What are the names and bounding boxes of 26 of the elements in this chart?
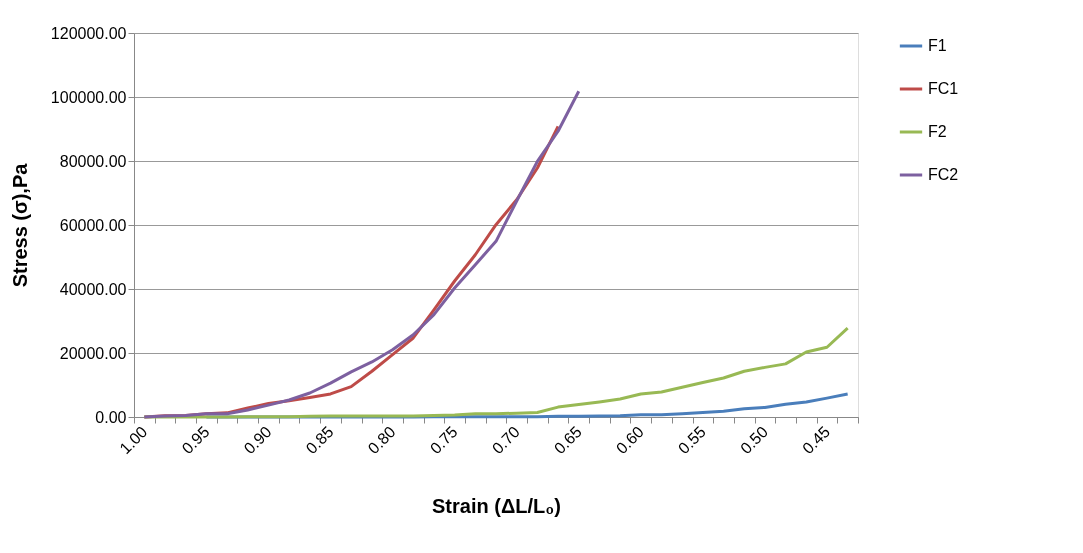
y-tick-label: 40000.00 — [59, 280, 127, 298]
x-tick-label: 0.90 — [240, 423, 275, 458]
legend-label: FC2 — [928, 166, 959, 183]
legend-label: F2 — [928, 123, 947, 140]
x-tick-label: 0.95 — [178, 423, 213, 458]
y-tick-label: 120000.00 — [50, 24, 127, 42]
x-axis-title: Strain (ΔL/L₀) — [432, 495, 561, 518]
x-tick-label: 0.60 — [612, 423, 648, 458]
y-tick-label: 100000.00 — [50, 88, 127, 106]
x-tick-label: 0.75 — [426, 423, 461, 458]
x-tick-label: 0.65 — [550, 423, 585, 458]
x-tick-label: 0.80 — [364, 423, 399, 458]
legend-label: FC1 — [928, 80, 959, 97]
line-series — [142, 326, 850, 419]
legend-label: F1 — [928, 37, 947, 54]
x-tick-label: 1.00 — [116, 423, 151, 458]
x-tick-label: 0.85 — [302, 423, 337, 458]
x-tick-label: 0.45 — [799, 423, 834, 458]
y-axis-title: Stress (σ),Pa — [8, 162, 31, 288]
x-tick-label: 0.55 — [674, 423, 710, 458]
y-tick-label: 20000.00 — [59, 344, 127, 362]
y-tick-label: 80000.00 — [59, 152, 127, 170]
x-tick-label: 0.50 — [737, 423, 772, 458]
x-tick-label: 0.70 — [488, 423, 523, 458]
y-tick-label: 60000.00 — [59, 216, 127, 234]
y-tick-label: 0.00 — [95, 408, 127, 426]
